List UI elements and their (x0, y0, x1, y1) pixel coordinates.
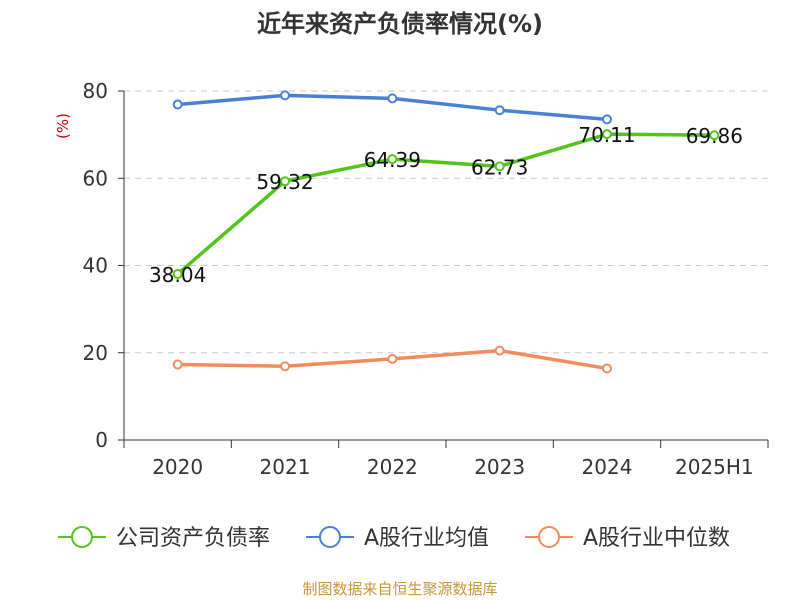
data-label: 70.11 (578, 123, 635, 147)
data-point (602, 363, 612, 374)
data-point (494, 345, 505, 356)
y-tick-label: 20 (83, 341, 108, 365)
legend: 公司资产负债率 A股行业均值 A股行业中位数 (58, 526, 730, 551)
x-tick-label: 2022 (367, 455, 418, 479)
source-note: 制图数据来自恒生聚源数据库 (302, 580, 497, 598)
legend-marker (319, 526, 341, 548)
data-point (494, 161, 505, 172)
data-point (602, 114, 612, 125)
data-point (172, 269, 183, 280)
data-label: 64.39 (364, 148, 421, 172)
y-tick-label: 40 (83, 254, 108, 278)
series-1 (172, 129, 720, 280)
y-tick-label: 60 (83, 166, 108, 190)
axes: 0 20 40 60 80 2020 2021 2022 2023 2024 2025H1 (83, 79, 769, 479)
series-line (176, 132, 715, 276)
data-point (387, 93, 398, 104)
y-tick-label: 0 (95, 428, 108, 452)
series-layer (172, 90, 720, 374)
legend-item: 公司资产负债率 (58, 526, 270, 551)
data-label: 62.73 (471, 155, 528, 179)
data-point (172, 359, 183, 370)
data-point (280, 90, 290, 101)
legend-label: A股行业中位数 (583, 526, 730, 551)
data-label: 69.86 (686, 124, 743, 148)
data-labels: 38.04 59.32 64.39 62.73 70.11 69.86 (149, 123, 743, 287)
y-axis-label: (%) (54, 113, 72, 139)
data-point (280, 176, 290, 187)
data-point (709, 130, 720, 141)
x-tick-label: 2020 (152, 455, 203, 479)
legend-item: A股行业中位数 (525, 526, 730, 551)
x-tick-label: 2023 (474, 455, 525, 479)
data-point (387, 353, 398, 364)
legend-item: A股行业均值 (306, 526, 489, 551)
legend-marker (71, 526, 93, 548)
data-point (172, 99, 183, 110)
chart-title: 近年来资产负债率情况(%) (257, 10, 543, 38)
data-point (494, 105, 505, 116)
legend-marker (538, 526, 560, 548)
x-tick-label: 2021 (260, 455, 311, 479)
y-tick-label: 80 (83, 79, 108, 103)
data-label: 59.32 (256, 170, 313, 194)
data-point (280, 361, 290, 372)
x-tick-label: 2024 (582, 455, 633, 479)
series-2 (172, 90, 612, 125)
x-tick-label: 2025H1 (675, 455, 754, 479)
legend-label: A股行业均值 (364, 526, 489, 551)
series-3 (172, 345, 612, 374)
data-point (387, 154, 398, 165)
data-point (602, 129, 612, 140)
gridlines (124, 90, 768, 354)
legend-label: 公司资产负债率 (116, 526, 270, 551)
data-label: 38.04 (149, 263, 206, 287)
